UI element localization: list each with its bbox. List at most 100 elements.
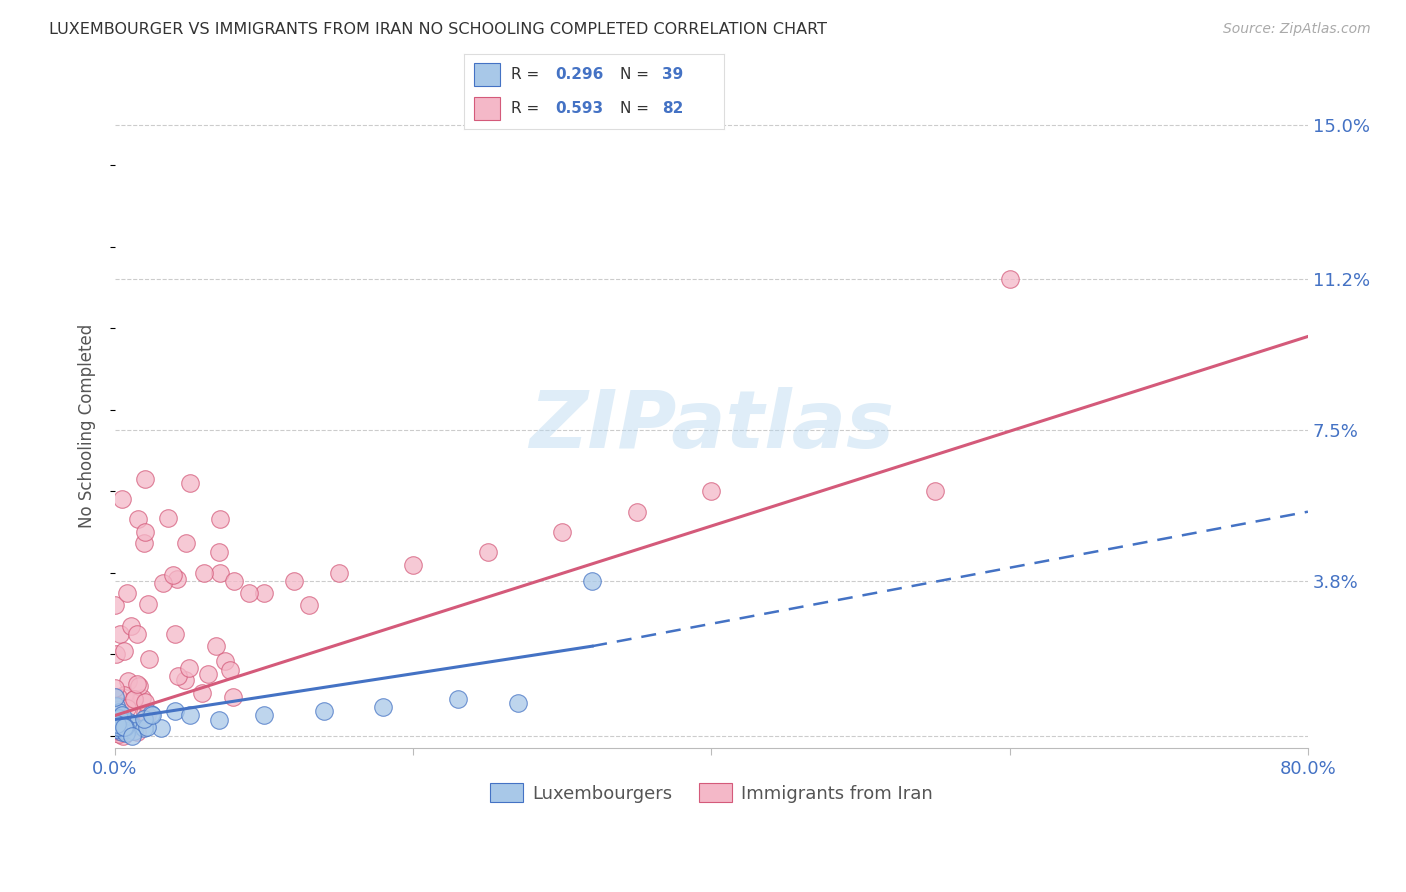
Luxembourgers: [132, 721, 155, 735]
Bar: [474, 97, 501, 120]
Text: Source: ZipAtlas.com: Source: ZipAtlas.com: [1223, 22, 1371, 37]
Immigrants from Iran: [104, 718, 127, 732]
Luxembourgers: [107, 705, 129, 719]
Immigrants from Iran: [138, 652, 160, 666]
Immigrants from Iran: [162, 568, 184, 582]
Immigrants from Iran: [283, 574, 305, 588]
Immigrants from Iran: [179, 476, 201, 491]
Immigrants from Iran: [328, 566, 350, 580]
Luxembourgers: [112, 718, 135, 732]
Immigrants from Iran: [121, 720, 143, 734]
Bar: [474, 63, 501, 87]
Luxembourgers: [581, 574, 603, 588]
Immigrants from Iran: [163, 627, 186, 641]
Legend: Luxembourgers, Immigrants from Iran: Luxembourgers, Immigrants from Iran: [484, 776, 939, 810]
Luxembourgers: [447, 692, 470, 706]
Luxembourgers: [107, 720, 129, 734]
Immigrants from Iran: [127, 725, 149, 739]
Text: N =: N =: [620, 67, 654, 82]
Y-axis label: No Schooling Completed: No Schooling Completed: [79, 324, 96, 528]
Luxembourgers: [179, 708, 201, 723]
Immigrants from Iran: [125, 677, 148, 691]
Luxembourgers: [132, 713, 155, 727]
Immigrants from Iran: [177, 661, 200, 675]
Immigrants from Iran: [209, 511, 232, 525]
Immigrants from Iran: [115, 716, 138, 731]
Luxembourgers: [112, 723, 135, 737]
Immigrants from Iran: [112, 729, 135, 743]
Luxembourgers: [120, 718, 142, 732]
Luxembourgers: [115, 725, 138, 739]
Text: 39: 39: [662, 67, 683, 82]
Luxembourgers: [121, 729, 143, 743]
Immigrants from Iran: [167, 669, 190, 683]
Immigrants from Iran: [402, 558, 425, 572]
Immigrants from Iran: [115, 586, 138, 600]
Text: 0.296: 0.296: [555, 67, 603, 82]
Immigrants from Iran: [104, 720, 127, 734]
Luxembourgers: [104, 711, 127, 725]
Immigrants from Iran: [107, 726, 129, 740]
Immigrants from Iran: [131, 691, 153, 706]
Luxembourgers: [104, 699, 127, 714]
Immigrants from Iran: [108, 698, 131, 713]
Text: 0.593: 0.593: [555, 102, 603, 116]
Luxembourgers: [110, 719, 132, 733]
Immigrants from Iran: [132, 536, 155, 550]
Immigrants from Iran: [136, 597, 159, 611]
Luxembourgers: [111, 725, 134, 739]
Immigrants from Iran: [193, 566, 215, 580]
Immigrants from Iran: [128, 679, 150, 693]
Luxembourgers: [124, 723, 146, 738]
Luxembourgers: [122, 718, 145, 732]
Luxembourgers: [139, 706, 162, 721]
Immigrants from Iran: [626, 505, 648, 519]
Immigrants from Iran: [104, 647, 127, 661]
Luxembourgers: [163, 704, 186, 718]
Luxembourgers: [111, 708, 134, 723]
Immigrants from Iran: [112, 688, 135, 702]
Immigrants from Iran: [108, 726, 131, 740]
Immigrants from Iran: [998, 272, 1021, 286]
Immigrants from Iran: [209, 566, 232, 581]
Luxembourgers: [112, 720, 135, 734]
Luxembourgers: [107, 719, 129, 733]
Text: N =: N =: [620, 102, 654, 116]
Luxembourgers: [114, 720, 136, 734]
Immigrants from Iran: [924, 484, 946, 499]
Text: LUXEMBOURGER VS IMMIGRANTS FROM IRAN NO SCHOOLING COMPLETED CORRELATION CHART: LUXEMBOURGER VS IMMIGRANTS FROM IRAN NO …: [49, 22, 827, 37]
Immigrants from Iran: [218, 663, 240, 677]
Immigrants from Iran: [224, 574, 246, 588]
Immigrants from Iran: [174, 536, 197, 550]
Immigrants from Iran: [117, 720, 139, 734]
Luxembourgers: [136, 720, 159, 734]
Luxembourgers: [141, 708, 163, 723]
Immigrants from Iran: [221, 690, 243, 705]
Immigrants from Iran: [156, 511, 179, 525]
Luxembourgers: [112, 722, 135, 736]
Immigrants from Iran: [104, 599, 127, 613]
Immigrants from Iran: [120, 619, 142, 633]
Luxembourgers: [117, 714, 139, 729]
Immigrants from Iran: [238, 586, 260, 600]
Luxembourgers: [104, 722, 127, 736]
Immigrants from Iran: [205, 639, 228, 653]
Text: R =: R =: [510, 102, 544, 116]
Immigrants from Iran: [124, 691, 146, 706]
Luxembourgers: [253, 708, 276, 723]
Luxembourgers: [506, 696, 529, 710]
Text: 82: 82: [662, 102, 683, 116]
Text: R =: R =: [510, 67, 544, 82]
Luxembourgers: [312, 704, 335, 718]
Luxembourgers: [373, 700, 395, 714]
Immigrants from Iran: [111, 492, 134, 507]
Luxembourgers: [105, 716, 128, 731]
Immigrants from Iran: [104, 681, 127, 695]
Immigrants from Iran: [152, 576, 174, 591]
Immigrants from Iran: [114, 719, 136, 733]
Immigrants from Iran: [108, 709, 131, 723]
Immigrants from Iran: [110, 627, 132, 641]
Immigrants from Iran: [208, 545, 231, 559]
Immigrants from Iran: [191, 686, 214, 700]
Immigrants from Iran: [253, 586, 276, 600]
